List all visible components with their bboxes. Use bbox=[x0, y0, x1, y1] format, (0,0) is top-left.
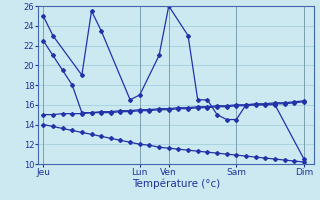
X-axis label: Température (°c): Température (°c) bbox=[132, 179, 220, 189]
